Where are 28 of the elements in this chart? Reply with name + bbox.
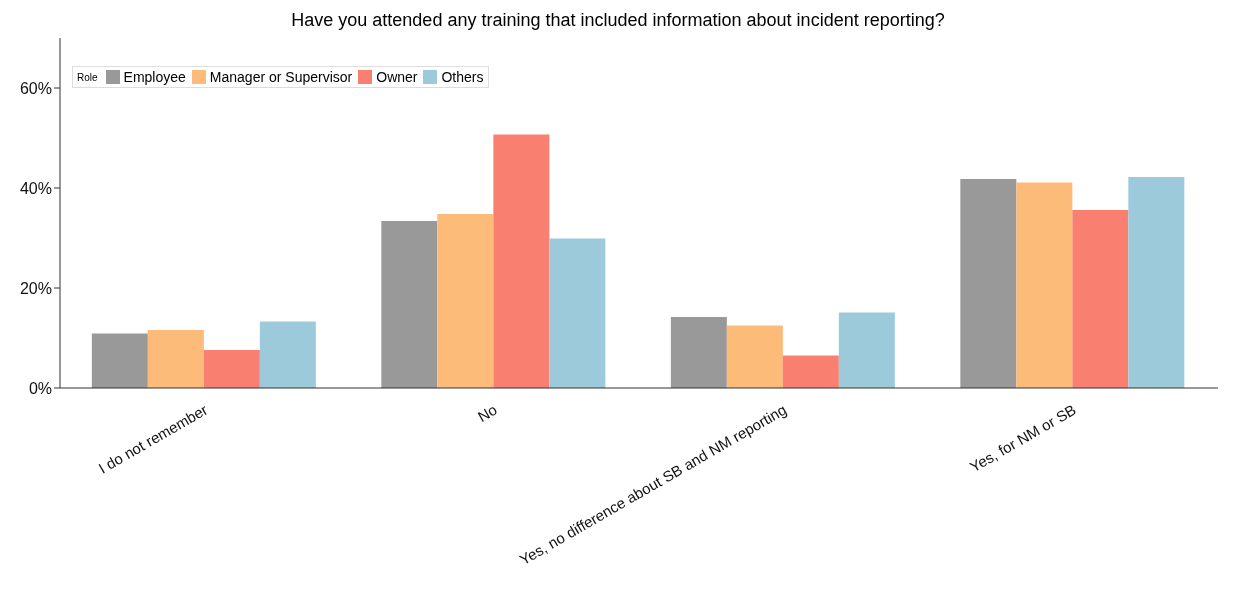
bar: [549, 238, 606, 388]
legend-label: Others: [440, 69, 484, 85]
bar: [782, 355, 839, 388]
bar: [493, 134, 550, 388]
legend-label: Manager or Supervisor: [208, 69, 353, 85]
bar: [1016, 182, 1073, 388]
bar: [838, 312, 895, 388]
bar: [670, 317, 727, 388]
legend-title: Role: [77, 71, 98, 83]
bar: [960, 179, 1017, 388]
bar: [381, 221, 438, 388]
x-tick-label: No: [474, 400, 500, 426]
bar: [1128, 177, 1185, 388]
y-tick-label: 20%: [19, 279, 52, 297]
bar: [259, 321, 316, 388]
y-tick-label: 40%: [19, 179, 52, 197]
bar: [1072, 210, 1129, 388]
bar: [203, 350, 260, 388]
y-tick-label: 0%: [28, 379, 52, 397]
legend-label: Employee: [122, 69, 186, 85]
bar: [91, 333, 148, 388]
bar: [726, 325, 783, 388]
chart-title: Have you attended any training that included information about incident reporting?: [290, 9, 946, 32]
bar: [147, 330, 204, 388]
x-tick-label: Yes, for NM or SB: [966, 400, 1079, 476]
bar: [437, 214, 494, 388]
legend-label: Owner: [375, 69, 418, 85]
y-tick-label: 60%: [19, 79, 52, 97]
